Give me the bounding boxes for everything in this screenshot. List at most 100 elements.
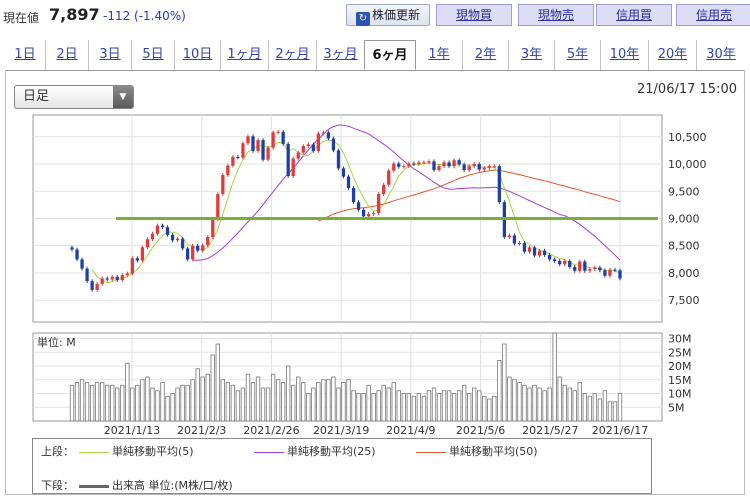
candlestick [462,164,466,171]
candlestick [135,258,139,261]
candlestick [125,273,129,276]
candlestick [155,225,160,234]
tab-1d[interactable]: 1日 [14,47,36,62]
candlestick [170,234,175,241]
legend-volume: 出来高 単位:(M株/口/枚) [79,477,233,493]
candlestick [477,164,481,170]
candlestick [286,143,290,177]
tab-10d[interactable]: 10日 [174,40,220,70]
margin-sell-button[interactable]: 信用売 [676,4,750,26]
volume-bar [597,398,603,422]
candlestick [472,164,476,167]
volume-bar [451,393,457,422]
volume-bar [280,382,286,422]
volume-bar [306,393,311,422]
ma5-line [91,139,621,284]
candlestick [75,249,79,260]
volume-tick-label: 5M [668,401,685,414]
tab-6m[interactable]: 6ヶ月 [364,40,416,70]
volume-bar [547,387,552,422]
tab-1m[interactable]: 1ヶ月 [220,40,268,70]
date-tick-label: 2021/3/19 [313,424,369,437]
volume-bar [436,393,442,422]
volume-bar [286,365,291,422]
date-tick-label: 2021/6/17 [592,424,648,437]
volume-bar [180,384,185,422]
tab-3d[interactable]: 3日 [88,40,131,70]
volume-bar [582,393,587,422]
price-tick-label: 8,500 [668,240,700,253]
legend-lower-label: 下段： [41,479,74,492]
candlestick [311,144,315,151]
period-tabs: 1日 2日 3日 5日 10日 1ヶ月 2ヶ月 3ヶ月 6ヶ月 1年 2年 3年… [5,40,745,71]
volume-bar [492,395,497,422]
volume-bar [507,376,512,422]
tab-20y[interactable]: 20年 [648,40,696,70]
candlestick [457,160,461,165]
volume-bar [441,390,447,422]
volume-bar [502,343,507,422]
candlestick [598,267,602,271]
volume-bar [301,382,306,422]
candlestick [527,247,532,252]
volume-bar [341,382,346,422]
volume-bar [346,379,351,422]
volume-bar [512,379,517,422]
candlestick [377,193,381,214]
volume-bar [245,373,251,422]
volume-bar [69,384,75,422]
chart-period-value: 日足 [23,89,50,104]
candlestick [417,162,421,165]
moving-average-lines [91,124,621,284]
candlestick [608,269,612,276]
volume-bar [100,382,105,422]
volume-bars [69,332,623,422]
candlestick [115,276,119,281]
volume-tick-label: 20M [668,360,692,373]
candlestick [226,165,230,175]
chart-datetime: 21/06/17 15:00 [637,82,737,97]
tab-10y[interactable]: 10年 [600,40,648,70]
volume-bar [84,382,90,422]
candlestick [110,276,114,280]
tab-3y[interactable]: 3年 [508,40,554,70]
volume-bar [602,390,608,422]
volume-bar [89,384,95,422]
candlestick [266,147,270,160]
tab-30y[interactable]: 30年 [696,40,745,70]
volume-bar [165,395,170,422]
axis-labels: 7,5008,0008,5009,0009,50010,00010,5005M1… [37,131,707,437]
volume-bar [456,390,462,422]
candlestick [206,237,210,246]
tab-3m[interactable]: 3ヶ月 [316,40,364,70]
volume-bar [125,362,130,422]
volume-bar [517,382,522,422]
tab-5d[interactable]: 5日 [131,40,174,70]
tab-1y[interactable]: 1年 [428,47,450,62]
margin-buy-button[interactable]: 信用買 [596,4,672,26]
price-tick-label: 9,500 [668,185,700,198]
tab-2m[interactable]: 2ヶ月 [268,40,316,70]
candlestick [221,174,225,194]
volume-bar [522,384,527,422]
tab-2d[interactable]: 2日 [45,40,88,70]
cash-buy-button[interactable]: 現物買 [436,4,512,26]
volume-bar [421,395,427,422]
volume-bar [376,390,381,422]
volume-bar [356,393,361,422]
candlestick [185,248,190,260]
volume-tick-label: 30M [668,333,692,346]
chart-period-select[interactable]: 日足 ▼ [14,85,134,109]
volume-bar [366,384,371,422]
refresh-price-button[interactable]: ↻ 株価更新 [346,4,430,26]
tab-2y[interactable]: 2年 [462,40,508,70]
date-tick-label: 2021/2/26 [243,424,299,437]
candlestick [553,259,557,261]
volume-bar [562,384,567,422]
cash-sell-button[interactable]: 現物売 [518,4,594,26]
candlestick [201,245,205,251]
tab-5y[interactable]: 5年 [554,40,600,70]
candlestick [140,247,145,261]
volume-bar [567,387,572,422]
candlestick [261,140,265,160]
